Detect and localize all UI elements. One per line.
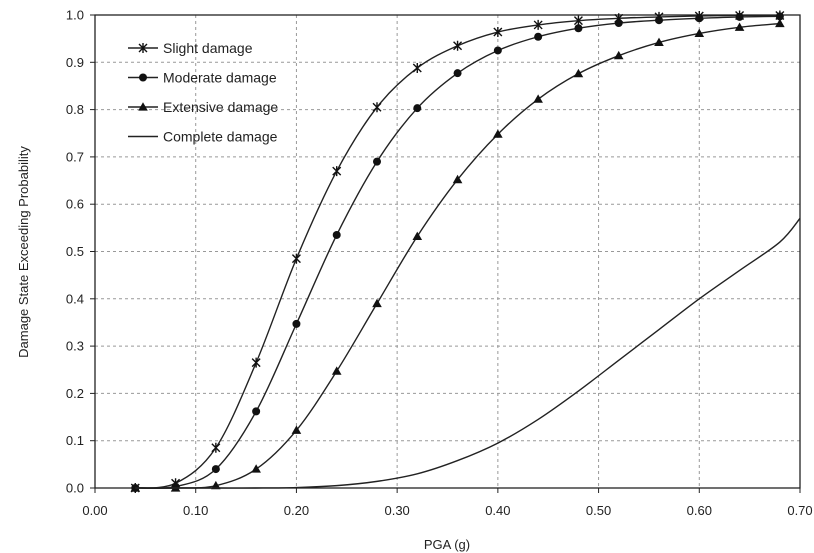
series-layer (130, 10, 801, 493)
data-point-moderate-damage (614, 19, 623, 28)
data-point-slight-damage (291, 253, 301, 264)
y-tick-label: 0.7 (66, 149, 84, 164)
data-point-extensive-damage (452, 174, 463, 184)
x-axis-title: PGA (g) (424, 537, 470, 552)
x-tick-label: 0.40 (485, 503, 510, 518)
data-point-extensive-damage (331, 366, 342, 375)
x-tick-label: 0.70 (787, 503, 812, 518)
data-point-moderate-damage (655, 16, 663, 25)
series-complete-damage (135, 217, 801, 489)
x-axis-ticks: 0.00 0.10 0.20 0.30 0.40 0.50 0.60 0.70 (82, 488, 813, 518)
series-line-moderate-damage (135, 15, 780, 490)
series-line-slight-damage (135, 14, 780, 489)
data-point-extensive-damage (251, 464, 261, 473)
data-point-extensive-damage (533, 94, 543, 103)
data-point-extensive-damage (412, 231, 423, 240)
data-point-slight-damage (493, 27, 503, 38)
y-tick-label: 0.8 (66, 102, 84, 117)
legend-label-extensive-damage: Extensive damage (163, 99, 278, 115)
y-tick-label: 0.2 (66, 386, 84, 401)
data-point-moderate-damage (695, 14, 704, 23)
plot-frame (94, 14, 801, 489)
data-point-extensive-damage (573, 68, 584, 78)
data-point-moderate-damage (252, 407, 261, 416)
legend-marker-moderate-damage (139, 73, 147, 82)
data-point-moderate-damage (332, 230, 341, 239)
gridlines (95, 15, 800, 488)
data-point-moderate-damage (574, 24, 583, 33)
data-point-moderate-damage (211, 465, 220, 474)
data-point-extensive-damage (613, 50, 624, 60)
series-line-extensive-damage (135, 22, 780, 489)
x-tick-label: 0.60 (687, 503, 712, 518)
data-point-slight-damage (453, 40, 463, 51)
legend: Slight damage Moderate damage Extensive da… (128, 40, 278, 145)
y-tick-label: 0.6 (66, 197, 84, 212)
data-point-extensive-damage (493, 129, 503, 138)
y-axis-ticks: 0.0 0.1 0.2 0.3 0.4 0.5 0.6 0.7 0.8 0.9 1.0 (66, 8, 95, 496)
y-tick-label: 0.1 (66, 433, 84, 448)
y-axis-title: Damage State Exceeding Probability (16, 146, 31, 358)
legend-marker-slight-damage (138, 43, 148, 53)
y-tick-label: 0.9 (66, 55, 84, 70)
legend-item-complete-damage: Complete damage (128, 129, 278, 145)
data-point-moderate-damage (373, 157, 381, 166)
data-point-slight-damage (332, 166, 342, 177)
data-point-moderate-damage (292, 319, 301, 328)
data-point-moderate-damage (534, 32, 543, 41)
data-point-slight-damage (533, 19, 543, 30)
x-tick-label: 0.30 (384, 503, 409, 518)
data-point-extensive-damage (130, 483, 141, 492)
data-point-slight-damage (372, 102, 382, 113)
data-point-extensive-damage (694, 28, 705, 38)
data-point-extensive-damage (291, 425, 302, 434)
data-point-moderate-damage (735, 12, 744, 21)
data-point-extensive-damage (211, 480, 221, 490)
y-tick-label: 0.3 (66, 339, 84, 354)
data-point-extensive-damage (372, 298, 382, 308)
legend-item-moderate-damage: Moderate damage (128, 70, 277, 86)
data-point-slight-damage (251, 357, 261, 368)
x-tick-label: 0.00 (82, 503, 107, 518)
legend-marker-extensive-damage (138, 102, 148, 111)
legend-label-complete-damage: Complete damage (163, 129, 278, 145)
y-tick-label: 0.4 (66, 291, 84, 306)
x-tick-label: 0.50 (586, 503, 611, 518)
data-point-slight-damage (412, 62, 422, 73)
data-point-moderate-damage (413, 104, 422, 113)
legend-label-slight-damage: Slight damage (163, 40, 253, 56)
data-point-extensive-damage (734, 22, 745, 31)
legend-item-slight-damage: Slight damage (128, 40, 253, 56)
legend-label-moderate-damage: Moderate damage (163, 70, 277, 86)
legend-item-extensive-damage: Extensive damage (128, 99, 278, 115)
data-point-moderate-damage (775, 12, 784, 21)
data-point-moderate-damage (493, 46, 502, 55)
data-point-extensive-damage (654, 37, 664, 47)
data-point-extensive-damage (775, 18, 785, 28)
y-tick-label: 1.0 (66, 8, 84, 23)
x-tick-label: 0.20 (284, 503, 309, 518)
data-point-moderate-damage (453, 69, 462, 78)
x-tick-label: 0.10 (183, 503, 208, 518)
series-line-complete-damage (135, 217, 801, 489)
data-point-slight-damage (573, 15, 583, 26)
y-tick-label: 0.5 (66, 244, 84, 259)
series-moderate-damage (131, 12, 784, 492)
series-extensive-damage (130, 18, 785, 492)
y-tick-label: 0.0 (66, 481, 84, 496)
data-point-slight-damage (211, 442, 221, 453)
